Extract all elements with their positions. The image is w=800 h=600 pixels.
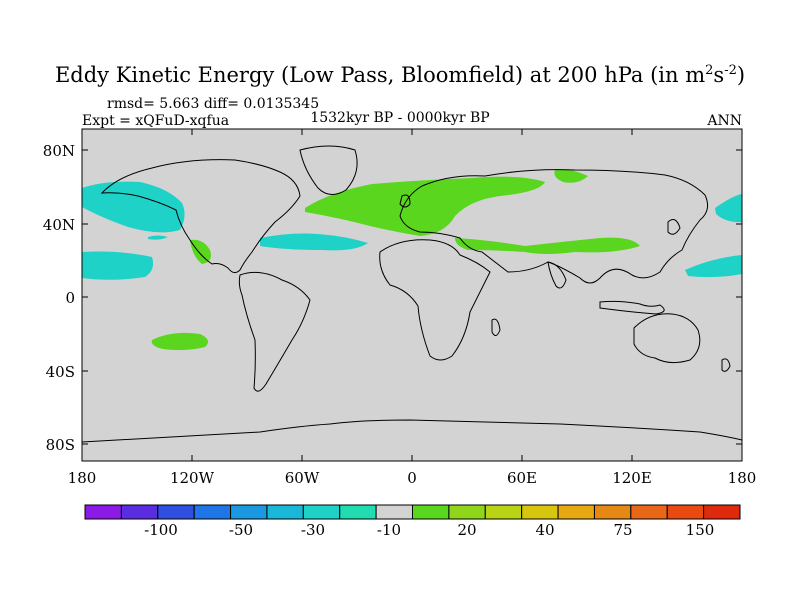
period-label: 1532kyr BP - 0000kyr BP bbox=[310, 110, 490, 126]
positive-region-south-pacific bbox=[151, 332, 209, 351]
negative-region-atlantic-small bbox=[148, 235, 168, 240]
colorbar-box bbox=[412, 504, 450, 520]
coastline-new-zealand bbox=[721, 358, 731, 372]
colorbar-box bbox=[266, 504, 304, 520]
positive-region-asia bbox=[455, 237, 640, 254]
colorbar-label: 40 bbox=[535, 521, 555, 539]
coastline-india bbox=[547, 261, 567, 289]
colorbar-box bbox=[630, 504, 668, 520]
colorbar-label: -50 bbox=[228, 521, 254, 539]
lon-label-60w: 60W bbox=[284, 469, 320, 487]
negative-region-north-pacific-east bbox=[715, 194, 742, 223]
coastline-japan bbox=[667, 219, 681, 235]
coastline-south-america bbox=[238, 271, 311, 392]
lat-label-80s: 80S bbox=[45, 436, 75, 454]
negative-region-atlantic bbox=[260, 233, 368, 251]
colorbar-box bbox=[703, 504, 741, 520]
anomaly-contours bbox=[82, 169, 742, 351]
colorbar-box bbox=[230, 504, 268, 520]
positive-region-north-atlantic bbox=[305, 176, 545, 236]
colorbar-box bbox=[157, 504, 195, 520]
coastline-madagascar bbox=[491, 318, 501, 336]
coastline-indonesia bbox=[599, 300, 665, 315]
stats-text: rmsd= 5.663 diff= 0.0135345 bbox=[107, 96, 320, 112]
map-ocean-background bbox=[82, 129, 742, 461]
colorbar-box bbox=[120, 504, 159, 520]
colorbar-box bbox=[375, 504, 413, 520]
plot-title: Eddy Kinetic Energy (Low Pass, Bloomfiel… bbox=[54, 63, 746, 87]
colorbar-box bbox=[84, 504, 122, 520]
colorbar-box bbox=[593, 504, 632, 520]
colorbar-label: -30 bbox=[300, 521, 326, 539]
lon-label-0: 0 bbox=[407, 469, 417, 487]
colorbar-box bbox=[339, 504, 377, 520]
coastlines bbox=[81, 145, 743, 443]
positive-region-siberia bbox=[554, 169, 588, 183]
colorbar-label: -10 bbox=[376, 521, 402, 539]
lat-label-40s: 40S bbox=[45, 363, 75, 381]
coastline-eurasia bbox=[399, 169, 709, 284]
negative-region-west-pacific bbox=[685, 255, 742, 278]
colorbar-label: 150 bbox=[685, 521, 715, 539]
colorbar-box bbox=[666, 504, 705, 520]
lon-label-180w: 180 bbox=[67, 469, 97, 487]
coastline-britain bbox=[399, 194, 411, 208]
colorbar-box bbox=[521, 504, 559, 520]
coastline-australia bbox=[633, 313, 701, 364]
colorbar-box bbox=[193, 504, 232, 520]
coastline-north-america bbox=[100, 159, 301, 274]
negative-region-north-pacific bbox=[82, 181, 185, 233]
coastline-africa bbox=[379, 239, 491, 361]
coastline-antarctica bbox=[81, 419, 743, 443]
colorbar bbox=[84, 504, 741, 520]
lat-label-80n: 80N bbox=[42, 142, 75, 160]
lon-label-120e: 120E bbox=[612, 469, 652, 487]
positive-region-pacific bbox=[190, 239, 211, 264]
map-frame bbox=[81, 128, 743, 462]
colorbar-label: 20 bbox=[457, 521, 477, 539]
lat-label-0: 0 bbox=[65, 289, 75, 307]
lon-label-60e: 60E bbox=[506, 469, 538, 487]
colorbar-label: 75 bbox=[613, 521, 633, 539]
lon-label-180e: 180 bbox=[727, 469, 757, 487]
season-label: ANN bbox=[707, 113, 742, 129]
lat-label-40n: 40N bbox=[42, 216, 75, 234]
colorbar-box bbox=[484, 504, 523, 520]
colorbar-label: -100 bbox=[144, 521, 178, 539]
coastline-greenland bbox=[299, 145, 358, 195]
colorbar-box bbox=[448, 504, 486, 520]
colorbar-box bbox=[557, 504, 595, 520]
colorbar-box bbox=[302, 504, 341, 520]
lon-label-120w: 120W bbox=[169, 469, 215, 487]
negative-region-east-pacific bbox=[82, 251, 154, 280]
experiment-label: Expt = xQFuD-xqfua bbox=[82, 113, 230, 129]
